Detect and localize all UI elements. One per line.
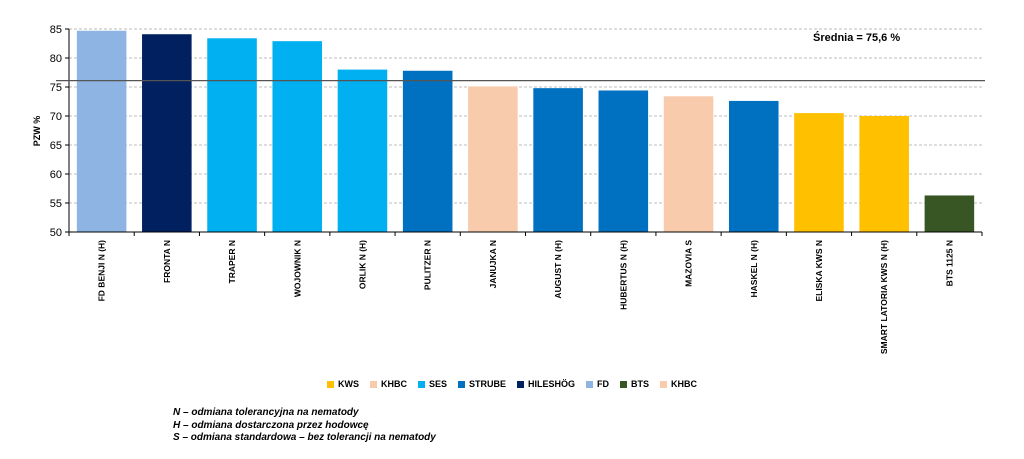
x-tick-label: TRAPER N xyxy=(227,240,237,283)
y-tick-label: 55 xyxy=(50,198,62,210)
bar xyxy=(207,38,257,232)
bar xyxy=(76,30,127,232)
y-axis-label: PZW % xyxy=(32,116,42,147)
x-tick-label: HASKEL N (H) xyxy=(749,240,759,298)
x-tick-label: FRONTA N xyxy=(162,240,172,283)
legend-swatch xyxy=(326,380,334,388)
x-tick-labels: FD BENJI N (H) FRONTA N TRAPER N WOJOWNIK N… xyxy=(97,240,955,354)
legend-item: KHBC xyxy=(369,379,407,389)
bar xyxy=(272,41,323,233)
footnote-h: H – odmiana dostarczona przez hodowcę xyxy=(173,419,369,431)
footnote-s: S – odmiana standardowa – bez tolerancji… xyxy=(173,432,436,443)
x-tick-label: WOJOWNIK N xyxy=(292,240,302,297)
bar xyxy=(598,90,649,232)
bar xyxy=(533,88,583,232)
x-tick-label: JANUJKA N xyxy=(488,240,498,288)
legend-item: KWS xyxy=(326,379,359,389)
y-tick-label: 85 xyxy=(50,24,62,36)
bar xyxy=(402,70,453,232)
legend-swatch xyxy=(517,380,524,388)
legend-item: BTS xyxy=(620,379,649,389)
y-tick-label: 70 xyxy=(50,111,62,123)
x-tick-label: ORLIK N (H) xyxy=(357,240,367,289)
bar xyxy=(728,100,779,232)
legend-swatch xyxy=(660,380,668,388)
legend-label: KHBC xyxy=(671,379,698,389)
y-tick-label: 60 xyxy=(50,169,62,181)
x-tick-label: ELISKA KWS N xyxy=(814,240,824,302)
bar xyxy=(794,113,844,232)
legend-item: FD xyxy=(586,379,609,389)
legend-item: STRUBE xyxy=(457,379,506,389)
legend-swatch xyxy=(417,380,425,388)
y-tick-label: 65 xyxy=(50,140,62,152)
legend-swatch xyxy=(620,380,628,388)
x-tick-label: BTS 1125 N xyxy=(944,240,954,286)
x-tick-label: FD BENJI N (H) xyxy=(97,240,107,302)
legend-item: KHBC xyxy=(660,379,697,389)
legend-label: FD xyxy=(597,379,610,389)
y-tick-label: 50 xyxy=(50,227,62,239)
legend-label: KWS xyxy=(337,379,359,389)
legend-swatch xyxy=(457,380,465,388)
legend: KWS KHBC SES STRUBE HILESHÖG FD BTS KHBC xyxy=(0,379,1024,389)
legend-swatch xyxy=(586,380,594,388)
legend-item: SES xyxy=(417,379,447,389)
x-tick-label: MAZOVIA S xyxy=(684,240,694,287)
bar xyxy=(142,34,192,232)
bar xyxy=(924,195,975,232)
axes xyxy=(56,28,985,236)
gridlines xyxy=(69,28,982,204)
y-tick-label: 80 xyxy=(50,53,62,65)
bar-chart: 50 55 60 65 70 75 80 85 FD BENJI N (H) FRONTA N T… xyxy=(32,24,985,354)
legend-swatch xyxy=(369,380,377,388)
x-tick-label: HUBERTUS N (H) xyxy=(618,240,628,310)
y-tick-labels: 50 55 60 65 70 75 80 85 xyxy=(50,24,62,239)
footnotes: N – odmiana tolerancyjna na nematody H –… xyxy=(173,407,436,445)
legend-label: KHBC xyxy=(380,379,407,389)
legend-label: HILESHÖG xyxy=(528,379,576,389)
x-tick-label: SMART LATORIA KWS N (H) xyxy=(879,240,889,354)
bar xyxy=(337,69,388,232)
x-tick-label: PULITZER N xyxy=(423,240,433,290)
y-tick-label: 75 xyxy=(50,82,62,94)
legend-label: SES xyxy=(428,379,447,389)
legend-label: STRUBE xyxy=(468,379,506,389)
x-tick-label: AUGUST N (H) xyxy=(553,240,563,299)
footnote-n: N – odmiana tolerancyjna na nematody xyxy=(173,407,359,418)
bar xyxy=(859,116,909,232)
legend-item: HILESHÖG xyxy=(517,379,575,389)
bar xyxy=(468,86,518,232)
average-label: Średnia = 75,6 % xyxy=(813,31,900,44)
bars xyxy=(76,30,975,233)
bar xyxy=(663,96,714,232)
legend-label: BTS xyxy=(631,379,650,389)
